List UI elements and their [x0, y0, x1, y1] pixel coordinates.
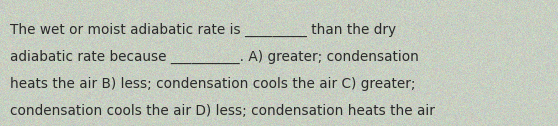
Text: The wet or moist adiabatic rate is _________ than the dry: The wet or moist adiabatic rate is _____… — [10, 23, 396, 37]
Text: adiabatic rate because __________. A) greater; condensation: adiabatic rate because __________. A) gr… — [10, 50, 419, 64]
Text: condensation cools the air D) less; condensation heats the air: condensation cools the air D) less; cond… — [10, 104, 435, 118]
Text: heats the air B) less; condensation cools the air C) greater;: heats the air B) less; condensation cool… — [10, 77, 416, 91]
